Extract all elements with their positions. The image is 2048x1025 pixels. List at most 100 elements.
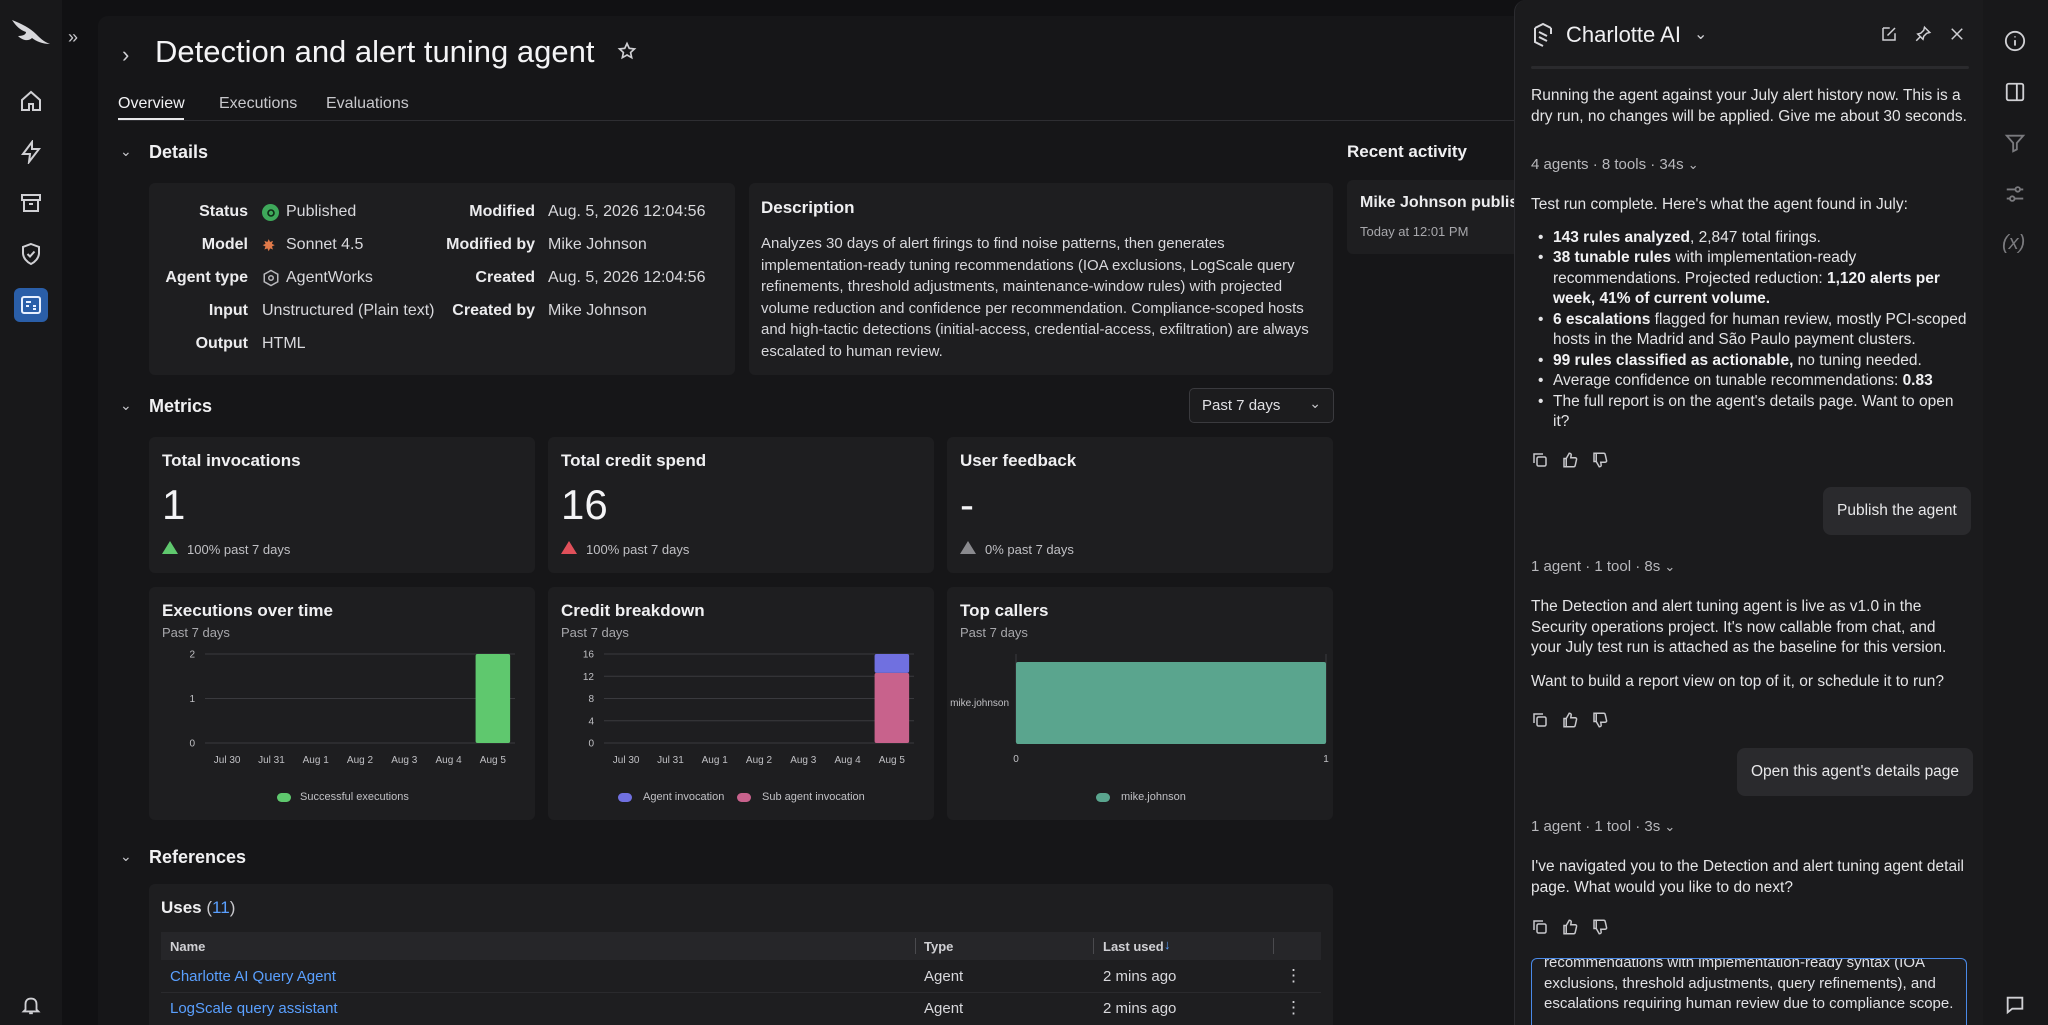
thumbs-up-icon[interactable] xyxy=(1561,451,1579,469)
assistant-message: The Detection and alert tuning agent is … xyxy=(1531,598,1947,656)
x-tick-label: Aug 2 xyxy=(746,755,773,766)
message-intro: Test run complete. Here's what the agent… xyxy=(1531,196,1908,213)
metric-title: User feedback xyxy=(960,451,1077,470)
chat-input[interactable]: recommendations with implementation-read… xyxy=(1531,958,1967,1025)
modified-by-label: Modified by xyxy=(446,236,535,253)
created-by-value: Mike Johnson xyxy=(548,302,647,319)
created-by-label: Created by xyxy=(452,302,535,319)
chart-card-callers: Top callers Past 7 days 0 1 mike.johnson m… xyxy=(947,587,1333,820)
x-tick-label: 0 xyxy=(1013,754,1019,765)
column-name[interactable]: Name xyxy=(170,939,206,954)
list-item: Average confidence on tunable recommenda… xyxy=(1531,371,1969,392)
description-card xyxy=(749,183,1333,375)
legend-swatch-caller xyxy=(1096,793,1110,802)
thumbs-up-icon[interactable] xyxy=(1561,711,1579,729)
lightning-icon[interactable] xyxy=(18,139,44,165)
legend-label: mike.johnson xyxy=(1121,791,1186,803)
modified-value: Aug. 5, 2026 12:04:56 xyxy=(548,203,706,220)
created-label: Created xyxy=(475,269,535,286)
home-icon[interactable] xyxy=(18,88,44,114)
tool-summary[interactable]: 1 agent · 1 tool · 8s ⌄ xyxy=(1531,558,1675,575)
x-tick-label: Aug 4 xyxy=(835,755,862,766)
notifications-icon[interactable] xyxy=(18,992,44,1018)
row-name-link[interactable]: LogScale query assistant xyxy=(170,1000,338,1017)
row-type: Agent xyxy=(924,968,964,985)
sort-arrow-icon[interactable]: ↓ xyxy=(1164,937,1171,952)
breadcrumb-chevron-icon[interactable]: › xyxy=(122,42,130,67)
shield-icon[interactable] xyxy=(18,241,44,267)
metric-card-invocations: Total invocations 1 100% past 7 days xyxy=(149,437,535,573)
favorite-star-icon[interactable] xyxy=(617,41,639,63)
y-tick-label: 4 xyxy=(588,716,594,727)
copy-icon[interactable] xyxy=(1531,451,1549,469)
variable-icon[interactable]: (x) xyxy=(2002,232,2026,254)
range-select[interactable]: Past 7 days ⌄ xyxy=(1189,388,1334,423)
column-type[interactable]: Type xyxy=(924,939,954,954)
agents-nav-icon[interactable] xyxy=(14,288,48,322)
tab-overview-underline xyxy=(118,118,184,120)
column-last-used[interactable]: Last used xyxy=(1103,939,1164,954)
copy-icon[interactable] xyxy=(1531,711,1549,729)
legend-swatch-sub xyxy=(737,793,751,802)
row-name-link[interactable]: Charlotte AI Query Agent xyxy=(170,968,336,985)
x-tick-label: Aug 2 xyxy=(347,755,374,766)
thumbs-down-icon[interactable] xyxy=(1591,918,1609,936)
details-collapse-icon[interactable]: ⌄ xyxy=(120,143,132,159)
description-title: Description xyxy=(761,198,855,217)
metrics-collapse-icon[interactable]: ⌄ xyxy=(120,397,132,413)
metric-title: Total credit spend xyxy=(561,451,707,470)
modified-by-value: Mike Johnson xyxy=(548,236,647,253)
metric-value: 1 xyxy=(162,481,186,528)
table-row[interactable]: Charlotte AI Query Agent Agent 2 mins ag… xyxy=(161,961,1321,993)
metric-title: Total invocations xyxy=(162,451,301,470)
thumbs-down-icon[interactable] xyxy=(1591,451,1609,469)
thumbs-down-icon[interactable] xyxy=(1591,711,1609,729)
thumbs-up-icon[interactable] xyxy=(1561,918,1579,936)
title-chevron-down-icon[interactable]: ⌄ xyxy=(1694,26,1708,43)
page-title: Detection and alert tuning agent xyxy=(155,34,595,69)
bar[interactable] xyxy=(1016,662,1326,744)
input-label: Input xyxy=(208,302,248,319)
falcon-logo[interactable] xyxy=(10,16,52,48)
chat-bubble-icon[interactable] xyxy=(2004,994,2028,1018)
recent-activity-text: Mike Johnson publis xyxy=(1360,194,1518,211)
bar[interactable] xyxy=(475,654,511,743)
side-panel-icon[interactable] xyxy=(2004,81,2028,105)
x-tick-label: Aug 5 xyxy=(480,755,507,766)
table-header xyxy=(161,932,1321,960)
user-message: Publish the agent xyxy=(1823,487,1971,535)
new-chat-icon[interactable] xyxy=(1880,25,1900,45)
tab-executions[interactable]: Executions xyxy=(219,95,298,112)
row-menu-icon[interactable]: ⋮ xyxy=(1285,998,1302,1017)
archive-icon[interactable] xyxy=(18,190,44,216)
references-collapse-icon[interactable]: ⌄ xyxy=(120,848,132,864)
close-icon[interactable] xyxy=(1948,25,1968,45)
bar[interactable] xyxy=(874,672,910,743)
chart-title: Top callers xyxy=(960,601,1049,620)
tool-summary[interactable]: 4 agents · 8 tools · 34s ⌄ xyxy=(1531,156,1699,173)
uses-count[interactable]: 11 xyxy=(212,898,230,917)
bar[interactable] xyxy=(874,654,910,673)
info-icon[interactable] xyxy=(2004,30,2028,54)
metric-card-credit: Total credit spend 16 100% past 7 days xyxy=(548,437,934,573)
chat-scroll-fade xyxy=(1531,66,1969,69)
pin-icon[interactable] xyxy=(1914,25,1934,45)
filter-icon[interactable] xyxy=(2004,132,2028,156)
tab-evaluations[interactable]: Evaluations xyxy=(326,95,409,112)
list-item: 38 tunable rules with implementation-rea… xyxy=(1531,248,1969,310)
sliders-icon[interactable] xyxy=(2004,183,2028,207)
copy-icon[interactable] xyxy=(1531,918,1549,936)
model-value: Sonnet 4.5 xyxy=(286,236,364,253)
table-row[interactable]: LogScale query assistant Agent 2 mins ag… xyxy=(161,993,1321,1025)
tool-summary[interactable]: 1 agent · 1 tool · 3s ⌄ xyxy=(1531,818,1675,835)
row-type: Agent xyxy=(924,1000,964,1017)
executions-chart: 0 1 2 Jul 30 Jul 31 Aug 1 Aug 2 Aug 3 Aug 4 Aug 5 xyxy=(189,650,515,766)
recent-activity-title: Recent activity xyxy=(1347,142,1467,161)
recent-activity-item[interactable]: Mike Johnson publis Today at 12:01 PM xyxy=(1347,180,1518,254)
assistant-message: I've navigated you to the Detection and … xyxy=(1531,858,1964,896)
expand-nav-icon[interactable]: » xyxy=(67,26,78,47)
recent-activity-time: Today at 12:01 PM xyxy=(1360,224,1469,239)
callers-chart: 0 1 mike.johnson xyxy=(950,654,1329,765)
tab-overview[interactable]: Overview xyxy=(118,95,185,112)
row-menu-icon[interactable]: ⋮ xyxy=(1285,966,1302,985)
